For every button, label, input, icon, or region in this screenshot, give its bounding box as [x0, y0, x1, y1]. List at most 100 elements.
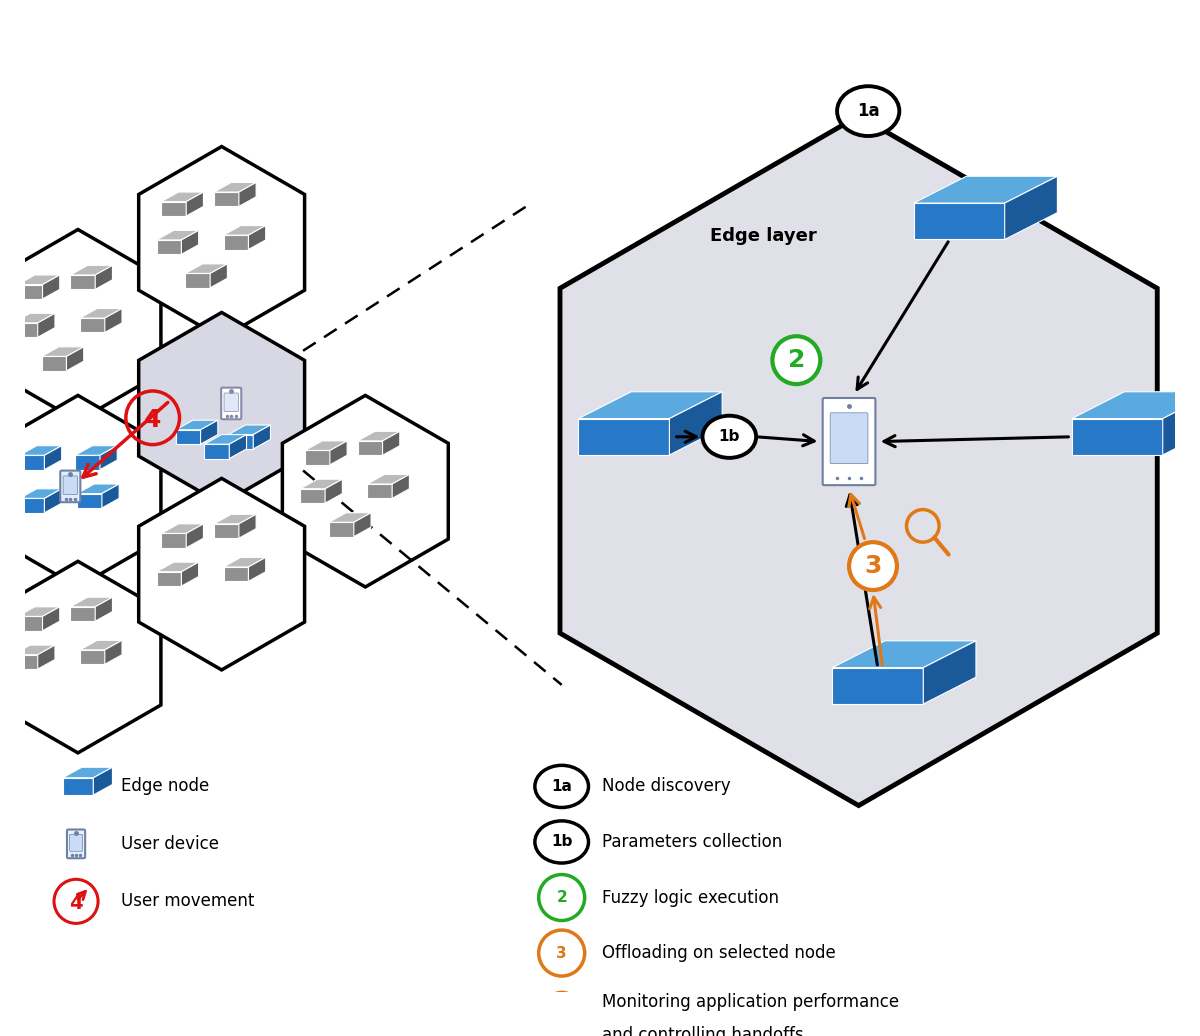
Polygon shape [18, 616, 42, 631]
Polygon shape [185, 264, 227, 274]
Polygon shape [104, 309, 122, 333]
Polygon shape [367, 484, 392, 498]
Polygon shape [156, 230, 199, 240]
Polygon shape [37, 313, 55, 338]
Polygon shape [0, 562, 161, 753]
Polygon shape [200, 421, 218, 444]
Polygon shape [80, 318, 104, 333]
Polygon shape [329, 522, 354, 537]
Polygon shape [228, 425, 270, 434]
Ellipse shape [850, 542, 896, 591]
FancyBboxPatch shape [70, 834, 83, 852]
Polygon shape [305, 451, 330, 465]
Text: User movement: User movement [121, 892, 254, 911]
Polygon shape [42, 356, 66, 371]
Polygon shape [19, 455, 44, 469]
Polygon shape [833, 667, 923, 704]
Polygon shape [71, 265, 113, 275]
Polygon shape [186, 192, 204, 215]
Polygon shape [62, 768, 113, 778]
Polygon shape [392, 474, 409, 498]
Polygon shape [223, 557, 265, 567]
Polygon shape [223, 226, 265, 235]
Polygon shape [18, 285, 42, 299]
Polygon shape [325, 480, 342, 503]
Text: Edge layer: Edge layer [710, 227, 817, 244]
Text: Parameters collection: Parameters collection [602, 833, 782, 851]
Polygon shape [71, 597, 113, 607]
Polygon shape [80, 309, 122, 318]
Polygon shape [77, 484, 119, 493]
Polygon shape [578, 392, 722, 419]
FancyBboxPatch shape [823, 398, 875, 485]
Polygon shape [100, 445, 118, 469]
Polygon shape [358, 431, 400, 441]
Polygon shape [161, 524, 204, 534]
FancyBboxPatch shape [221, 387, 241, 420]
Polygon shape [156, 572, 181, 586]
Polygon shape [77, 493, 102, 508]
Polygon shape [104, 640, 122, 664]
Text: 3: 3 [864, 554, 882, 578]
Text: 4: 4 [70, 894, 83, 913]
FancyBboxPatch shape [224, 393, 239, 411]
Text: 4: 4 [144, 408, 161, 432]
Polygon shape [37, 645, 55, 669]
Polygon shape [248, 226, 265, 250]
Polygon shape [66, 347, 84, 371]
Text: Offloading on selected node: Offloading on selected node [602, 944, 835, 962]
Text: 1a: 1a [551, 779, 572, 794]
Polygon shape [13, 645, 55, 655]
Polygon shape [44, 489, 61, 513]
Text: Edge node: Edge node [121, 777, 209, 796]
Polygon shape [300, 489, 325, 503]
Polygon shape [204, 434, 246, 444]
Polygon shape [1004, 176, 1057, 239]
Text: Monitoring application performance: Monitoring application performance [602, 992, 899, 1011]
Polygon shape [1072, 419, 1163, 455]
Polygon shape [161, 202, 186, 215]
Polygon shape [214, 192, 239, 206]
Polygon shape [95, 597, 113, 622]
Polygon shape [383, 431, 400, 455]
Polygon shape [18, 607, 60, 616]
Polygon shape [1072, 392, 1200, 419]
Polygon shape [161, 534, 186, 548]
Polygon shape [0, 396, 161, 587]
Polygon shape [13, 313, 55, 323]
Polygon shape [223, 567, 248, 581]
Polygon shape [94, 768, 113, 795]
Polygon shape [305, 441, 347, 451]
Text: 2: 2 [557, 890, 568, 905]
Polygon shape [329, 513, 371, 522]
Text: 1a: 1a [857, 103, 880, 120]
Polygon shape [354, 513, 371, 537]
Polygon shape [913, 176, 1057, 203]
Polygon shape [102, 484, 119, 508]
Polygon shape [175, 430, 200, 444]
Polygon shape [13, 655, 37, 669]
Polygon shape [367, 474, 409, 484]
Ellipse shape [535, 821, 588, 863]
Text: Node discovery: Node discovery [602, 777, 731, 796]
Text: 2: 2 [787, 348, 805, 372]
FancyBboxPatch shape [64, 476, 78, 494]
Polygon shape [330, 441, 347, 465]
Polygon shape [71, 275, 95, 289]
Polygon shape [204, 444, 229, 459]
Text: User device: User device [121, 835, 220, 853]
Polygon shape [214, 182, 256, 192]
Polygon shape [185, 274, 210, 288]
Polygon shape [13, 323, 37, 338]
Polygon shape [214, 514, 256, 524]
Polygon shape [1163, 392, 1200, 455]
Polygon shape [0, 230, 161, 421]
Polygon shape [156, 563, 199, 572]
Polygon shape [239, 182, 256, 206]
Text: 3: 3 [557, 946, 566, 960]
Polygon shape [18, 275, 60, 285]
Text: 1b: 1b [719, 429, 740, 444]
Polygon shape [923, 641, 976, 704]
Polygon shape [95, 265, 113, 289]
Text: 1b: 1b [551, 834, 572, 850]
